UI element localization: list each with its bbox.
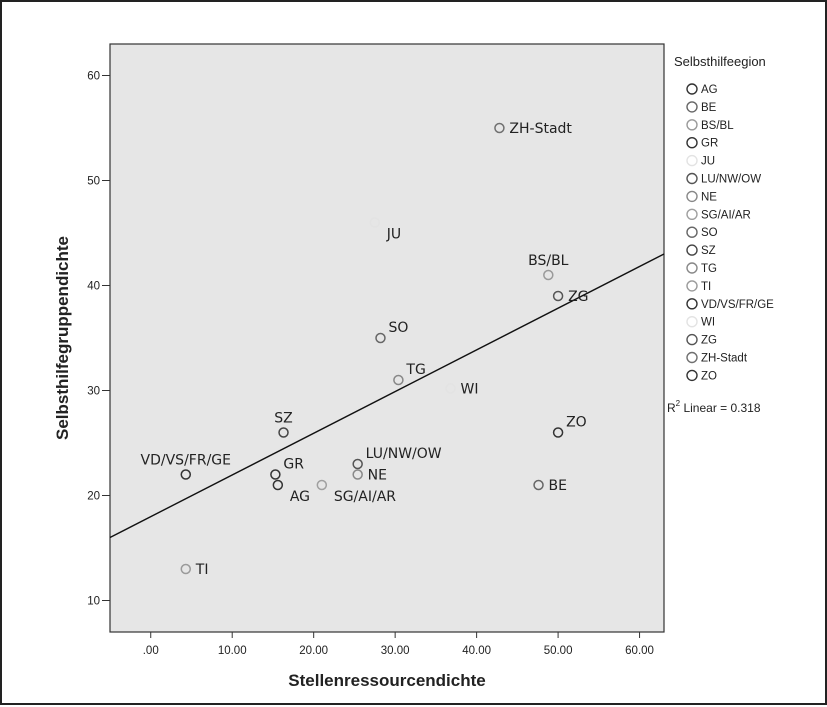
- legend-label: TG: [701, 263, 717, 275]
- legend-label: VD/VS/FR/GE: [701, 299, 774, 311]
- legend-marker: [686, 280, 698, 292]
- legend-marker: [686, 369, 698, 382]
- legend-marker: [686, 208, 698, 221]
- point-label: AG: [290, 489, 310, 505]
- point-label: NE: [368, 468, 387, 484]
- legend-label: BE: [701, 102, 717, 114]
- legend-label: JU: [701, 156, 715, 168]
- x-tick-label: 10.00: [218, 645, 247, 657]
- point-label: SZ: [274, 411, 292, 427]
- legend-label: GR: [701, 138, 718, 150]
- legend-label: BS/BL: [701, 120, 734, 132]
- fit-line-label: R2 Linear = 0.318: [667, 399, 761, 415]
- plot-background: [109, 43, 665, 633]
- legend-marker: [686, 262, 698, 274]
- legend-label: ZH-Stadt: [701, 353, 748, 365]
- plot-area-group: [109, 43, 665, 633]
- point-label: ZG: [568, 289, 588, 305]
- y-tick-label: 40: [87, 281, 100, 293]
- legend-marker: [686, 154, 698, 167]
- legend-label: LU/NW/OW: [701, 174, 761, 186]
- data-point: [494, 122, 505, 134]
- fit-label-suffix: Linear = 0.318: [680, 401, 761, 415]
- legend-label: NE: [701, 191, 717, 203]
- data-point: [270, 469, 281, 480]
- legend-label: ZO: [701, 370, 717, 382]
- legend-title: Selbsthilfeegion: [674, 54, 766, 69]
- fit-line: [109, 253, 665, 539]
- data-point: [352, 469, 363, 480]
- data-point: [352, 458, 363, 470]
- point-label: BE: [549, 478, 567, 494]
- legend-marker: [686, 83, 698, 95]
- legend-marker: [686, 226, 698, 238]
- legend-marker: [686, 333, 698, 346]
- x-tick-label: 20.00: [299, 645, 328, 657]
- x-tick-label: 60.00: [625, 645, 654, 657]
- fit-label-prefix: R: [667, 401, 676, 415]
- point-label: VD/VS/FR/GE: [141, 453, 231, 469]
- data-point: [278, 427, 289, 438]
- x-tick-label: 50.00: [544, 645, 573, 657]
- legend-label: AG: [701, 84, 718, 96]
- y-tick-label: 10: [87, 596, 100, 608]
- legend-marker: [686, 136, 698, 149]
- point-label: SG/AI/AR: [334, 489, 396, 505]
- point-label: BS/BL: [528, 253, 569, 269]
- data-point: [552, 427, 564, 438]
- legend-label: WI: [701, 317, 715, 329]
- data-point: [543, 269, 554, 281]
- data-point: [180, 563, 192, 575]
- point-label: ZO: [566, 415, 587, 431]
- y-tick-label: 30: [87, 386, 100, 398]
- legend-marker: [686, 244, 698, 256]
- y-axis-title: Selbsthilfegruppendichte: [53, 236, 72, 440]
- fit-label-superscript: 2: [676, 399, 681, 408]
- legend-label: SG/AI/AR: [701, 209, 751, 221]
- x-tick-label: .00: [143, 645, 159, 657]
- legend-marker: [686, 190, 698, 203]
- data-point: [533, 479, 544, 491]
- x-tick-label: 40.00: [462, 645, 491, 657]
- point-label: JU: [386, 227, 401, 243]
- legend-marker: [686, 101, 698, 113]
- legend-label: ZG: [701, 335, 717, 347]
- x-tick-label: 30.00: [381, 645, 410, 657]
- point-label: ZH-Stadt: [509, 121, 572, 137]
- point-label: TI: [195, 562, 209, 578]
- point-label: WI: [461, 381, 479, 397]
- legend-label: SZ: [701, 245, 716, 257]
- point-label: LU/NW/OW: [366, 446, 442, 462]
- legend-marker: [686, 351, 698, 364]
- data-point: [369, 217, 381, 228]
- legend-marker: [686, 172, 698, 185]
- legend-marker: [686, 119, 698, 131]
- points-group: ZH-Stadt JU BS/BL ZG SO TG WI SZ ZO VD/VS/FR/GE GR…: [141, 121, 589, 578]
- data-point: [316, 479, 328, 491]
- y-tick-label: 20: [87, 491, 100, 503]
- legend-marker: [686, 316, 698, 328]
- point-label: SO: [388, 320, 408, 336]
- x-axis-title: Stellenressourcendichte: [288, 671, 485, 690]
- data-point: [445, 383, 456, 394]
- legend-label: SO: [701, 227, 718, 239]
- data-point: [272, 479, 284, 491]
- legend-label: TI: [701, 281, 711, 293]
- y-tick-label: 60: [87, 71, 100, 83]
- data-point: [180, 469, 192, 480]
- data-point: [552, 290, 564, 302]
- data-point: [393, 374, 404, 386]
- legend: AG BE BS/BL GR JU LU/NW/OW NE SG/AI/AR SO SZ TG TI V…: [686, 83, 774, 382]
- axis-ticks-group: .00 10.00 20.00 30.00 40.00 50.00 60.00 10 20 30 4…: [87, 71, 654, 658]
- point-label: GR: [283, 457, 304, 473]
- point-label: TG: [405, 362, 425, 378]
- y-tick-label: 50: [87, 176, 100, 188]
- legend-marker: [686, 298, 698, 310]
- data-point: [375, 332, 386, 344]
